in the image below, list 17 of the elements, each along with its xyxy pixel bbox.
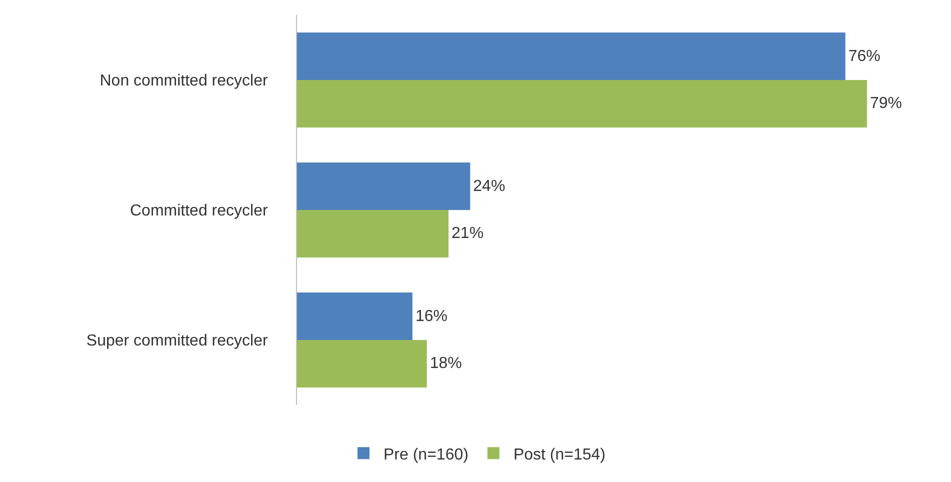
y-tick-label: Super committed recycler — [86, 332, 268, 350]
bar — [297, 80, 867, 128]
y-tick-label: Non committed recycler — [100, 72, 268, 90]
legend-label: Post (n=154) — [513, 446, 606, 464]
bar — [297, 292, 412, 340]
bar — [297, 340, 427, 388]
y-tick-label: Committed recycler — [130, 202, 268, 220]
data-label: 76% — [848, 48, 880, 65]
bar — [297, 162, 470, 210]
data-label: 18% — [430, 355, 462, 372]
data-label: 24% — [473, 178, 506, 195]
data-label: 21% — [452, 225, 484, 242]
bar — [297, 210, 449, 258]
legend-label: Pre (n=160) — [384, 446, 468, 464]
data-label: 16% — [415, 308, 448, 325]
bar — [297, 32, 846, 80]
data-label: 79% — [870, 95, 902, 112]
